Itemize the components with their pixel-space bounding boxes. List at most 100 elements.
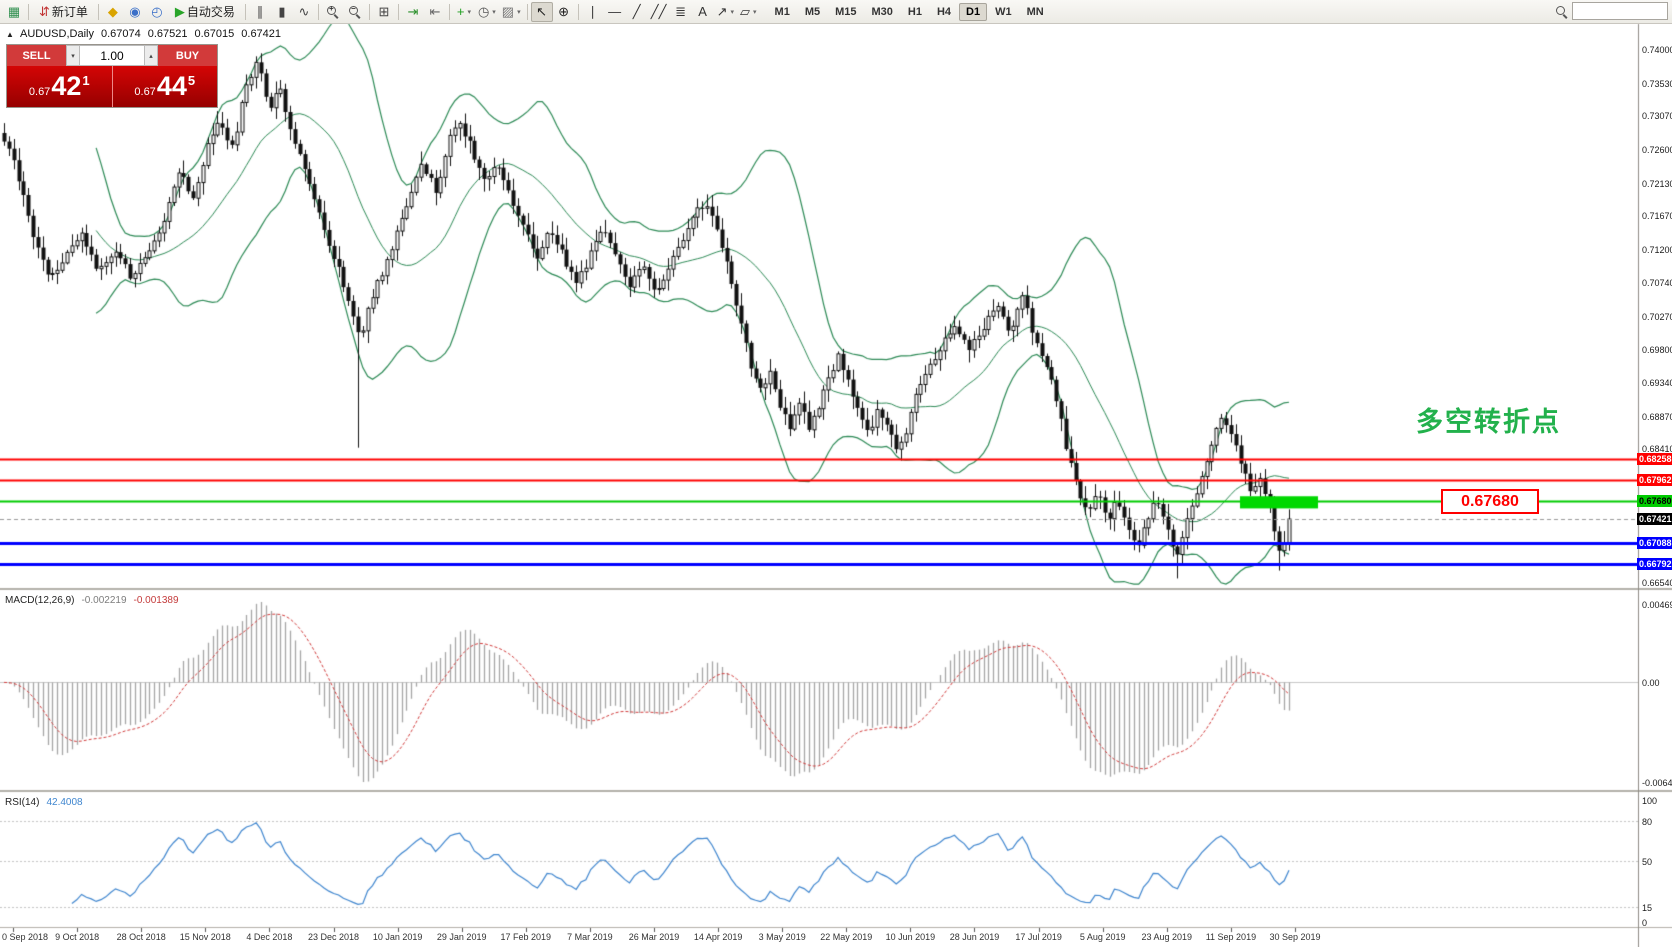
- crosshair-icon: ⊕: [558, 4, 570, 19]
- macd-value: -0.002219: [81, 595, 127, 606]
- tile-windows-icon: ⊞: [378, 4, 390, 19]
- price-axis-label: 0.70270: [1642, 311, 1672, 322]
- metaeditor-icon: ◆: [107, 4, 118, 19]
- search-icon: [1555, 5, 1568, 18]
- toolbar-separator: [28, 3, 29, 20]
- buy-price-display[interactable]: 0.67 44 5: [111, 66, 218, 107]
- triangle-up-icon: ▴: [149, 52, 153, 60]
- market-watch-icon: ◴: [151, 4, 163, 19]
- price-level-tag: 0.67680: [1637, 494, 1672, 507]
- vertical-line-icon[interactable]: ∣: [582, 2, 604, 22]
- time-axis-label: 7 Mar 2019: [567, 932, 613, 942]
- toolbar-separator: [368, 3, 370, 20]
- low-value: 0.67015: [194, 28, 235, 40]
- bar-chart-icon[interactable]: ∥: [249, 2, 271, 22]
- timeframe-bar: M1 M5 M15 M30 H1 H4 D1 W1 MN: [768, 2, 1051, 21]
- metaeditor-icon[interactable]: ◆: [102, 2, 124, 22]
- new-order-button-label: 新订单: [51, 5, 88, 19]
- time-axis-label: 28 Jun 2019: [949, 932, 1000, 942]
- toolbar-separator: [244, 3, 246, 20]
- rsi-axis-label: 80: [1642, 816, 1653, 827]
- price-level-tag: 0.66792: [1637, 557, 1672, 570]
- price-level-tag: 0.67962: [1637, 474, 1672, 487]
- time-axis-label: 10 Jan 2019: [372, 932, 423, 942]
- turning-point-annotation[interactable]: 多空转折点: [1416, 407, 1561, 437]
- horizontal-line-icon[interactable]: ―: [604, 2, 626, 22]
- chevron-down-icon: ▾: [467, 8, 471, 16]
- profile-icon[interactable]: ◉: [124, 2, 146, 22]
- crosshair-icon[interactable]: ⊕: [553, 2, 575, 22]
- candlestick-chart-icon[interactable]: ▮: [271, 2, 293, 22]
- timeframe-h1[interactable]: H1: [907, 5, 922, 18]
- sell-price-pip-digit: 1: [82, 72, 90, 88]
- arrows-icon[interactable]: ↗ ▾: [714, 2, 737, 22]
- chart-shift-icon[interactable]: ⇤: [424, 2, 446, 22]
- sell-button[interactable]: SELL: [7, 45, 66, 66]
- price-axis-label: 0.69800: [1642, 345, 1672, 356]
- line-chart-icon[interactable]: ∿: [293, 2, 315, 22]
- bar-chart-icon: ∥: [256, 4, 264, 19]
- new-order-button[interactable]: ⇵ 新订单: [32, 2, 95, 22]
- fibonacci-icon: ≣: [675, 4, 687, 19]
- sell-price-display[interactable]: 0.67 42 1: [7, 66, 112, 107]
- price-axis-label: 0.72600: [1642, 145, 1672, 156]
- periods-icon[interactable]: ◷ ▾: [475, 2, 499, 22]
- price-axis-label: 0.68870: [1642, 411, 1672, 422]
- trendline-icon: ╱: [632, 4, 641, 19]
- volume-input[interactable]: [80, 45, 144, 66]
- cursor-icon[interactable]: ↖: [530, 1, 553, 22]
- periods-icon: ◷: [477, 4, 490, 19]
- trendline-icon[interactable]: ╱: [626, 2, 648, 22]
- macd-axis-label: 0.004696: [1642, 600, 1672, 610]
- high-value: 0.67521: [147, 28, 188, 40]
- market-watch-icon[interactable]: ◴: [146, 2, 168, 22]
- timeframe-w1[interactable]: W1: [995, 5, 1012, 18]
- chart-window-icon[interactable]: ▦: [3, 2, 25, 22]
- rsi-value: 42.4008: [46, 797, 83, 808]
- auto-scroll-icon[interactable]: ⇥: [402, 2, 424, 22]
- timeframe-mn[interactable]: MN: [1026, 5, 1044, 18]
- triangle-up-icon: ▲: [6, 30, 14, 39]
- text-icon[interactable]: A: [692, 2, 714, 22]
- trade-panel-toggle[interactable]: ▲: [6, 30, 14, 39]
- volume-increase-button[interactable]: ▴: [144, 45, 158, 66]
- buy-button[interactable]: BUY: [158, 45, 217, 66]
- search-input[interactable]: [1572, 2, 1668, 20]
- indicators-icon[interactable]: + ▾: [453, 2, 475, 22]
- timeframe-m15[interactable]: M15: [835, 5, 857, 18]
- toolbar-separator: [397, 3, 399, 20]
- zone-price-label[interactable]: 0.67680: [1441, 489, 1539, 514]
- channel-icon[interactable]: ╱╱: [648, 2, 670, 22]
- toolbar-search: [1555, 2, 1668, 20]
- shapes-icon[interactable]: ▱ ▾: [737, 2, 760, 22]
- one-click-trading-panel: SELL ▾ ▴ BUY 0.67 42 1 0.67 44 5: [6, 44, 218, 108]
- line-chart-icon: ∿: [298, 4, 310, 19]
- toolbar: ▦ ⇵ 新订单 ◆ ◉ ◴ ▶ 自动交易 ∥ ▮ ∿ + − ⊞ ⇥ ⇤ + ▾ ◷ ▾ ▨ ▾ ↖ ⊕ ∣ ― ╱ ╱╱ ≣ A ↗ ▾ ▱ ▾…: [0, 0, 1672, 24]
- rsi-axis-label: 100: [1642, 796, 1658, 806]
- fibonacci-icon[interactable]: ≣: [670, 2, 692, 22]
- horizontal-line-icon: ―: [608, 4, 622, 19]
- zoom-in-icon[interactable]: +: [322, 2, 344, 22]
- timeframe-m5[interactable]: M5: [804, 5, 821, 18]
- timeframe-d1[interactable]: D1: [959, 2, 988, 21]
- time-axis-label: 10 Jun 2019: [885, 932, 936, 942]
- buy-price-pip-digit: 5: [187, 72, 196, 88]
- autotrading-button[interactable]: ▶ 自动交易: [168, 2, 242, 22]
- tile-windows-icon[interactable]: ⊞: [373, 2, 395, 22]
- templates-icon[interactable]: ▨ ▾: [499, 2, 524, 22]
- zoom-out-icon[interactable]: −: [344, 2, 366, 22]
- timeframe-m30[interactable]: M30: [871, 5, 893, 18]
- price-axis-label: 0.71200: [1642, 245, 1672, 256]
- timeframe-h4[interactable]: H4: [936, 5, 952, 18]
- macd-indicator-label: MACD(12,26,9) -0.002219 -0.001389: [5, 595, 179, 606]
- chevron-down-icon: ▾: [753, 8, 757, 16]
- price-axis-label: 0.74000: [1642, 45, 1672, 55]
- rsi-axis-label: 0: [1642, 918, 1648, 928]
- time-axis-label: 9 Oct 2018: [55, 932, 100, 942]
- toolbar-separator: [577, 3, 579, 20]
- timeframe-m1[interactable]: M1: [774, 5, 790, 18]
- volume-decrease-button[interactable]: ▾: [66, 45, 80, 66]
- new-order-icon: ⇵: [39, 4, 50, 19]
